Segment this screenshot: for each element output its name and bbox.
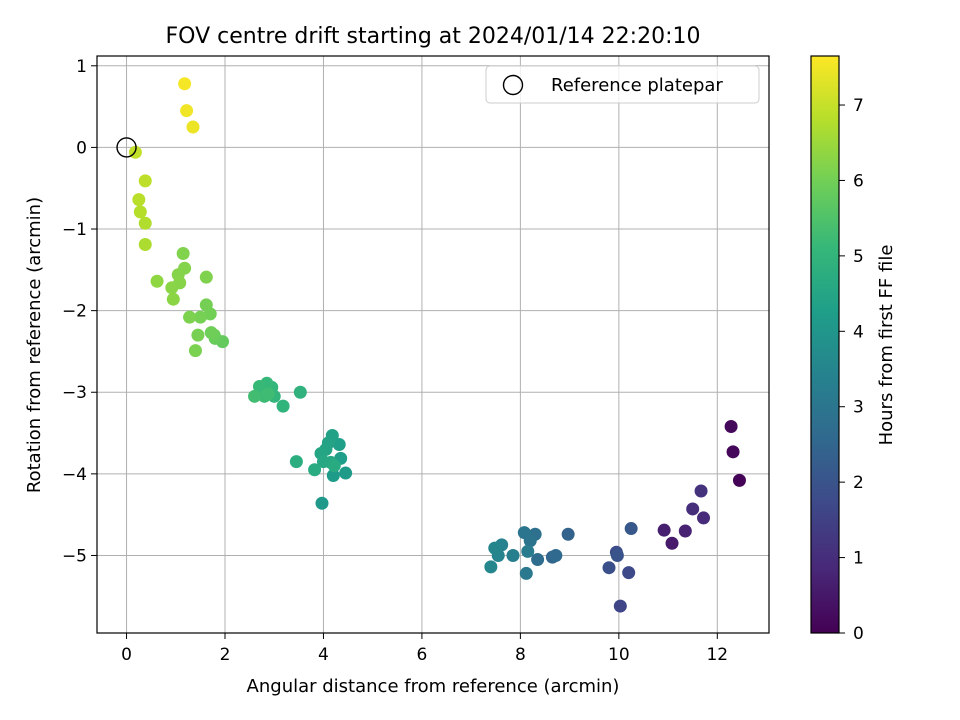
x-tick-label: 4 bbox=[318, 645, 329, 665]
data-point bbox=[138, 216, 152, 230]
data-point bbox=[613, 599, 627, 613]
data-point bbox=[289, 455, 303, 469]
data-point bbox=[484, 560, 498, 574]
y-axis-ticks: 1 0 −1 −2 −3 −4 −5 bbox=[62, 57, 97, 566]
x-tick-label: 0 bbox=[121, 645, 132, 665]
legend-box bbox=[485, 65, 760, 104]
colorbar-tick-label: 7 bbox=[853, 96, 864, 116]
y-tick-label: 1 bbox=[76, 57, 87, 77]
colorbar-tick-label: 6 bbox=[853, 171, 864, 191]
data-point bbox=[193, 310, 207, 324]
colorbar-tick-label: 2 bbox=[853, 473, 864, 493]
y-tick-label: −2 bbox=[62, 302, 87, 322]
data-point bbox=[178, 77, 192, 91]
x-tick-label: 2 bbox=[220, 645, 231, 665]
plot-points bbox=[116, 77, 746, 613]
x-axis-ticks: 0 2 4 6 8 10 12 bbox=[121, 633, 728, 665]
x-tick-label: 6 bbox=[417, 645, 428, 665]
data-point bbox=[315, 496, 329, 510]
plot-frame bbox=[96, 55, 770, 634]
colorbar-label: Hours from first FF file bbox=[876, 245, 897, 446]
colorbar-tick-label: 3 bbox=[853, 398, 864, 418]
data-point bbox=[665, 536, 679, 550]
y-axis-label: Rotation from reference (arcmin) bbox=[24, 197, 45, 493]
data-point bbox=[339, 466, 353, 480]
data-point bbox=[657, 523, 671, 537]
data-point bbox=[183, 310, 197, 324]
x-tick-label: 10 bbox=[608, 645, 630, 665]
data-point bbox=[261, 387, 275, 401]
data-point bbox=[326, 468, 340, 482]
data-point bbox=[176, 247, 190, 261]
data-point bbox=[332, 437, 346, 451]
data-point bbox=[204, 326, 218, 340]
colorbar-tick-label: 1 bbox=[853, 549, 864, 569]
data-point bbox=[165, 281, 179, 295]
colorbar-tick-label: 5 bbox=[853, 247, 864, 267]
x-tick-label: 12 bbox=[706, 645, 728, 665]
colorbar-tick-label: 0 bbox=[853, 624, 864, 644]
data-point bbox=[694, 484, 708, 498]
data-point bbox=[488, 541, 502, 555]
data-point bbox=[724, 420, 738, 434]
y-tick-label: −4 bbox=[62, 465, 87, 485]
data-point bbox=[610, 548, 624, 562]
colorbar-ticks: 0 1 2 3 4 5 6 7 bbox=[839, 96, 864, 644]
y-tick-label: −1 bbox=[62, 220, 87, 240]
y-tick-label: −3 bbox=[62, 383, 87, 403]
data-point bbox=[138, 238, 152, 252]
data-point bbox=[191, 328, 205, 342]
data-point bbox=[248, 389, 262, 403]
data-point bbox=[519, 566, 533, 580]
data-point bbox=[624, 522, 638, 536]
data-point bbox=[531, 553, 545, 567]
x-tick-label: 8 bbox=[515, 645, 526, 665]
data-point bbox=[506, 548, 520, 562]
data-point bbox=[276, 399, 290, 413]
data-point bbox=[622, 566, 636, 580]
data-point bbox=[561, 527, 575, 541]
data-point bbox=[199, 298, 213, 312]
legend-label-reference: Reference platepar bbox=[551, 75, 723, 96]
data-point bbox=[549, 548, 563, 562]
data-point bbox=[517, 526, 531, 540]
data-point bbox=[327, 459, 341, 473]
colorbar: 0 1 2 3 4 5 6 7 Hours from first FF file bbox=[810, 55, 897, 644]
reference-platepar-marker bbox=[116, 137, 137, 158]
colorbar-frame bbox=[810, 55, 840, 634]
data-point bbox=[678, 524, 692, 538]
data-point bbox=[199, 270, 213, 284]
data-point bbox=[133, 205, 147, 219]
data-point bbox=[602, 561, 616, 575]
colorbar-tick-label: 4 bbox=[853, 322, 864, 342]
data-point bbox=[697, 511, 711, 525]
legend: Reference platepar bbox=[485, 65, 760, 104]
data-point bbox=[293, 385, 307, 399]
plot-grid bbox=[97, 56, 769, 633]
chart-title: FOV centre drift starting at 2024/01/14 … bbox=[166, 24, 701, 49]
data-point bbox=[138, 174, 152, 188]
data-point bbox=[726, 445, 740, 459]
data-point bbox=[252, 380, 266, 394]
data-point bbox=[732, 473, 746, 487]
data-point bbox=[166, 292, 180, 306]
colorbar-gradient bbox=[811, 56, 839, 633]
legend-marker-reference bbox=[502, 74, 524, 96]
data-point bbox=[132, 193, 146, 207]
data-point bbox=[186, 120, 200, 134]
y-tick-label: −5 bbox=[62, 546, 87, 566]
data-point bbox=[686, 502, 700, 516]
y-tick-label: 0 bbox=[76, 138, 87, 158]
data-point bbox=[188, 344, 202, 358]
x-axis-label: Angular distance from reference (arcmin) bbox=[247, 676, 620, 697]
data-point bbox=[150, 274, 164, 288]
data-point bbox=[521, 544, 535, 558]
data-point bbox=[308, 463, 322, 477]
data-point bbox=[180, 104, 194, 118]
